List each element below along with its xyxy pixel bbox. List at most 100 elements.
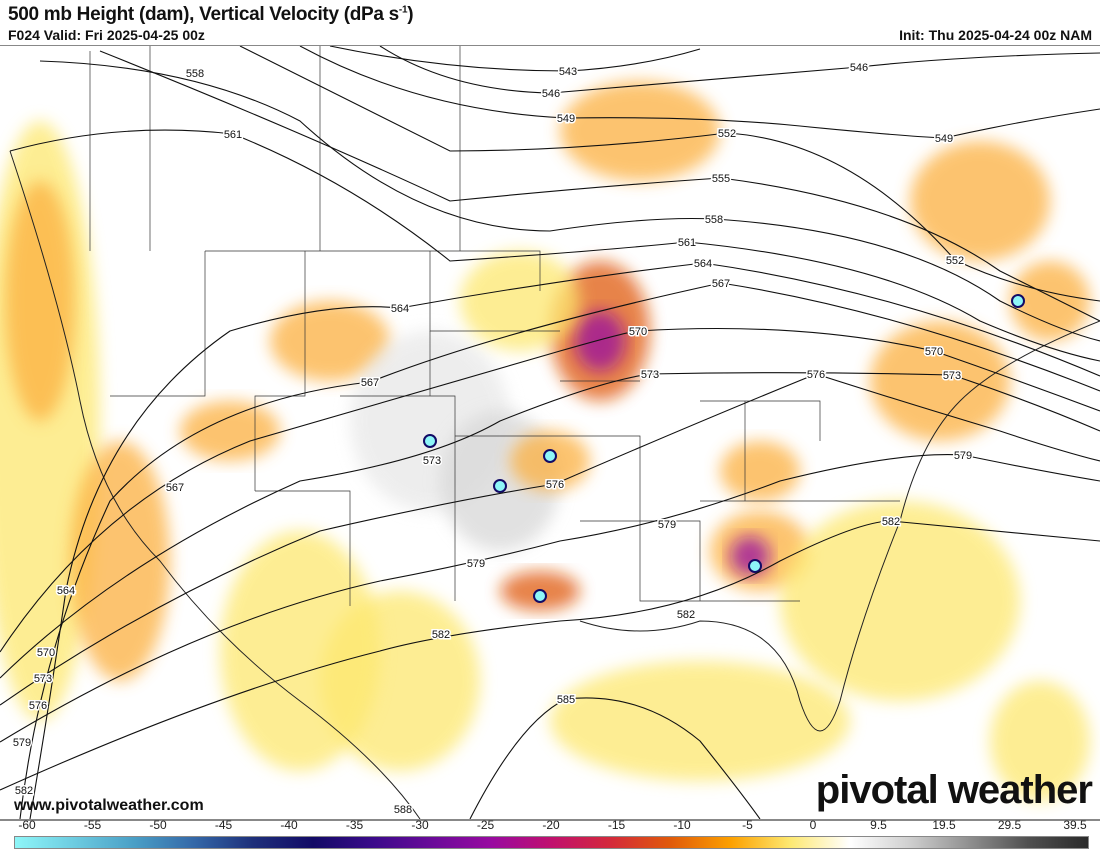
velocity-blob (1010, 261, 1090, 341)
contour-label: 549 (557, 113, 575, 125)
height-contour (0, 454, 1100, 743)
contour-label: 567 (712, 278, 730, 290)
border-line (455, 435, 641, 521)
map-title: 500 mb Height (dam), Vertical Velocity (… (8, 4, 414, 25)
contour-label: 561 (678, 237, 696, 249)
contour-label: 549 (935, 133, 953, 145)
colorbar-tick-label: 0 (809, 818, 817, 832)
colorbar (14, 836, 1089, 849)
height-contour (469, 697, 761, 819)
contour-label: 564 (694, 258, 712, 270)
velocity-blob (70, 441, 170, 681)
contour-label: 552 (946, 255, 964, 267)
colorbar-tick-label: -45 (214, 818, 233, 832)
website-label[interactable]: www.pivotalweather.com (14, 797, 204, 814)
contour-label: 543 (559, 66, 577, 78)
contour-label: 582 (677, 609, 695, 621)
velocity-blob (575, 311, 625, 371)
colorbar-tick-label: -60 (18, 818, 36, 832)
velocity-blob (780, 501, 1020, 701)
colorbar-tick-label: 9.5 (870, 818, 887, 832)
colorbar-tick-label: 29.5 (997, 818, 1022, 832)
height-contour (39, 60, 1100, 342)
height-contour (9, 129, 1100, 362)
contour-label: 555 (712, 173, 730, 185)
height-contour (379, 46, 1100, 94)
height-contour (0, 327, 1100, 653)
velocity-blob (5, 181, 75, 421)
height-contour (0, 372, 1100, 679)
colorbar-tick-label: -20 (542, 818, 560, 832)
contour-label: 546 (850, 62, 868, 74)
contour-label: 573 (943, 370, 961, 382)
border-line (255, 490, 351, 606)
colorbar-tick-label: -25 (476, 818, 495, 832)
height-contour (0, 520, 1100, 791)
colorbar-tick-label: -40 (280, 818, 298, 832)
contour-label: 585 (557, 694, 575, 706)
height-contour (299, 46, 1100, 139)
strong-ascent-cell (1011, 294, 1025, 308)
velocity-blob (560, 81, 720, 181)
velocity-blob (910, 141, 1050, 261)
valid-time: F024 Valid: Fri 2025-04-25 00z (8, 27, 205, 43)
contour-label: 546 (542, 88, 560, 100)
contour-label: 570 (37, 647, 55, 659)
velocity-blob (990, 681, 1090, 801)
contour-label: 573 (34, 673, 52, 685)
contour-label: 573 (423, 455, 441, 467)
contour-label: 579 (13, 737, 31, 749)
vertical-velocity-field (0, 81, 1090, 801)
contour-label: 570 (925, 346, 943, 358)
colorbar-tick-label: -50 (149, 818, 167, 832)
height-contour (0, 373, 1100, 706)
coastline (9, 150, 421, 819)
border-line (340, 395, 456, 601)
height-contour (19, 282, 1100, 819)
contour-label: 564 (391, 303, 409, 315)
border-line (205, 250, 541, 291)
contour-label: 570 (629, 326, 647, 338)
contour-label: 558 (186, 68, 204, 80)
border-line (110, 251, 206, 397)
contour-label: 576 (546, 479, 564, 491)
velocity-blob (270, 301, 390, 381)
velocity-blob (460, 251, 580, 351)
state-borders (9, 46, 1100, 819)
height-contours (0, 46, 1100, 819)
contour-label: 576 (807, 369, 825, 381)
colorbar-tick-label: -5 (742, 818, 753, 832)
velocity-blob (870, 321, 1010, 441)
colorbar-tick-label: -10 (673, 818, 691, 832)
strong-ascent-cell (533, 589, 547, 603)
velocity-blob (180, 401, 280, 461)
contour-label: 579 (467, 558, 485, 570)
contour-label: 567 (166, 482, 184, 494)
coastline (579, 320, 1100, 732)
contour-label: 576 (29, 700, 47, 712)
border-line (254, 251, 306, 491)
strong-ascent-cell (493, 479, 507, 493)
velocity-blob (720, 441, 800, 501)
height-contour (99, 50, 1100, 322)
height-contour (239, 46, 1100, 302)
pivotal-weather-logo: pivotal weather (815, 768, 1093, 812)
contour-label: 588 (394, 804, 412, 816)
contour-label: 579 (658, 519, 676, 531)
contour-label: 582 (432, 629, 450, 641)
border-line (700, 400, 821, 441)
contour-label: 579 (954, 450, 972, 462)
colorbar-tick-label: 39.5 (1063, 818, 1087, 832)
velocity-blob (220, 531, 380, 771)
contour-label: 582 (882, 516, 900, 528)
colorbar-tick-label: 19.5 (932, 818, 956, 832)
contour-label: 564 (57, 585, 75, 597)
contour-label: 552 (718, 128, 736, 140)
colorbar-tick-label: -30 (411, 818, 429, 832)
height-contour (329, 46, 701, 72)
velocity-blob (550, 661, 850, 781)
strong-ascent-cell (748, 559, 762, 573)
strong-ascent-cell (543, 449, 557, 463)
